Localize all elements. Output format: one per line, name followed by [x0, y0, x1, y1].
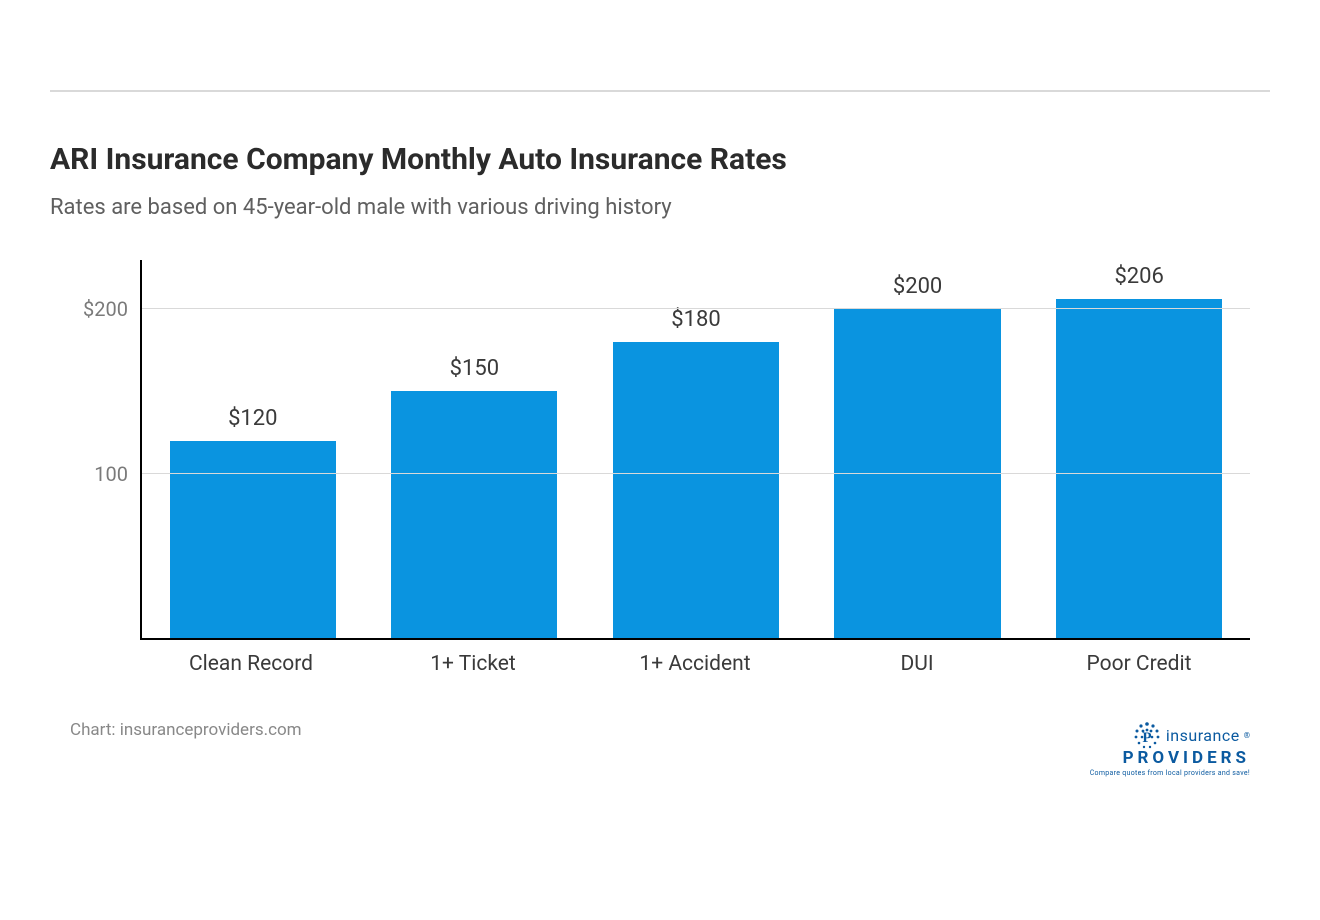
- x-tick-label: 1+ Ticket: [362, 640, 584, 676]
- chart-source: Chart: insuranceproviders.com: [70, 720, 302, 740]
- bar-value-label: $150: [450, 356, 499, 381]
- bar-value-label: $180: [671, 307, 720, 332]
- svg-text:P: P: [1142, 730, 1151, 746]
- bar-chart: $120 $150 $180 $200 $206 100 $200 Clean Recor…: [70, 260, 1250, 680]
- x-tick-label: 1+ Accident: [584, 640, 806, 676]
- bar-slot: $206: [1028, 260, 1250, 638]
- logo-icon: P: [1132, 720, 1162, 750]
- x-tick-label: Clean Record: [140, 640, 362, 676]
- x-tick-label: DUI: [806, 640, 1028, 676]
- chart-subtitle: Rates are based on 45-year-old male with…: [50, 195, 1270, 220]
- bar-value-label: $200: [893, 274, 942, 299]
- bar: [834, 309, 1000, 638]
- bar-slot: $180: [585, 260, 807, 638]
- brand-logo: P insurance ® PROVIDERS Compare quotes f…: [1090, 720, 1250, 777]
- bar-slot: $200: [807, 260, 1029, 638]
- x-axis-labels: Clean Record1+ Ticket1+ AccidentDUIPoor …: [140, 640, 1250, 680]
- x-tick-label: Poor Credit: [1028, 640, 1250, 676]
- bar: [1056, 299, 1222, 638]
- logo-registered-icon: ®: [1244, 731, 1250, 740]
- y-tick-label: $200: [83, 297, 142, 321]
- bar-slot: $120: [142, 260, 364, 638]
- y-tick-label: 100: [94, 462, 142, 486]
- gridline: [142, 308, 1250, 309]
- bar: [391, 391, 557, 638]
- bar-slot: $150: [364, 260, 586, 638]
- chart-title: ARI Insurance Company Monthly Auto Insur…: [50, 142, 1270, 177]
- bar-value-label: $206: [1114, 264, 1163, 289]
- chart-footer: Chart: insuranceproviders.com: [50, 720, 1270, 777]
- bar: [613, 342, 779, 638]
- plot-area: $120$150$180$200$206 100$200: [140, 260, 1250, 640]
- gridline: [142, 473, 1250, 474]
- bars-container: $120 $150 $180 $200 $206: [142, 260, 1250, 638]
- top-divider: [50, 90, 1270, 92]
- bar: [170, 441, 336, 638]
- logo-text-line1: insurance: [1166, 726, 1240, 745]
- logo-text-line2: PROVIDERS: [1090, 748, 1250, 768]
- logo-tagline: Compare quotes from local providers and …: [1090, 769, 1250, 777]
- bar-value-label: $120: [228, 406, 277, 431]
